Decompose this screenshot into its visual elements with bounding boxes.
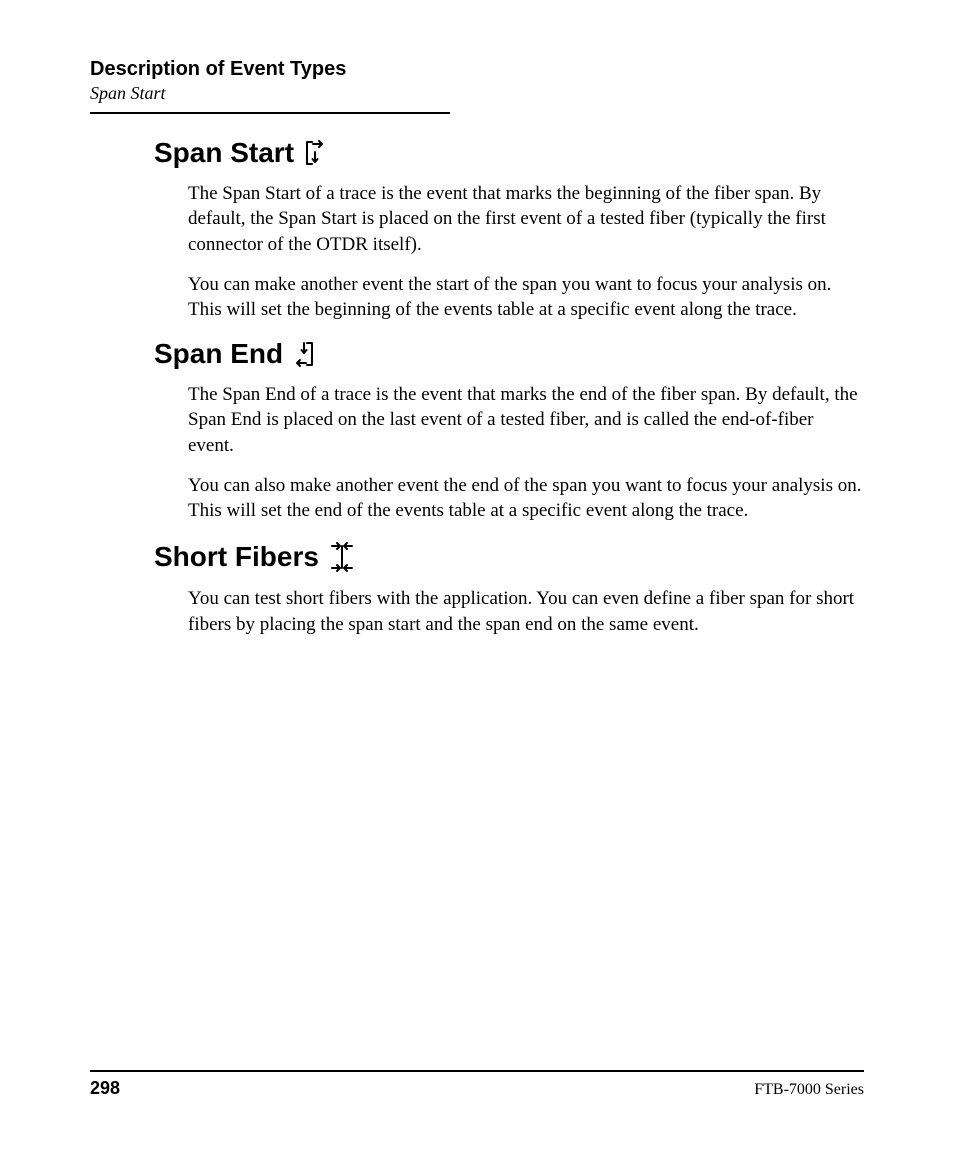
heading-span-end: Span End: [154, 339, 864, 370]
page-root: Description of Event Types Span Start Sp…: [0, 0, 954, 1159]
heading-span-end-text: Span End: [154, 339, 283, 370]
heading-short-fibers: Short Fibers: [154, 540, 864, 574]
footer-row: 298 FTB-7000 Series: [90, 1078, 864, 1099]
page-number: 298: [90, 1078, 120, 1099]
span-end-icon: [293, 339, 315, 369]
header-rule: [90, 112, 450, 114]
page-footer: 298 FTB-7000 Series: [90, 1070, 864, 1099]
breadcrumb: Span Start: [90, 83, 864, 104]
heading-span-start-text: Span Start: [154, 138, 294, 169]
chapter-title: Description of Event Types: [90, 58, 864, 81]
heading-span-start: Span Start: [154, 138, 864, 169]
para-span-end-1: The Span End of a trace is the event tha…: [188, 382, 864, 459]
para-span-start-1: The Span Start of a trace is the event t…: [188, 181, 864, 258]
short-fibers-icon: [329, 540, 355, 574]
para-short-fibers-1: You can test short fibers with the appli…: [188, 586, 864, 637]
para-span-end-2: You can also make another event the end …: [188, 473, 864, 524]
span-start-icon: [304, 138, 326, 168]
heading-short-fibers-text: Short Fibers: [154, 542, 319, 573]
footer-rule: [90, 1070, 864, 1072]
para-span-start-2: You can make another event the start of …: [188, 272, 864, 323]
doc-series: FTB-7000 Series: [754, 1081, 864, 1099]
